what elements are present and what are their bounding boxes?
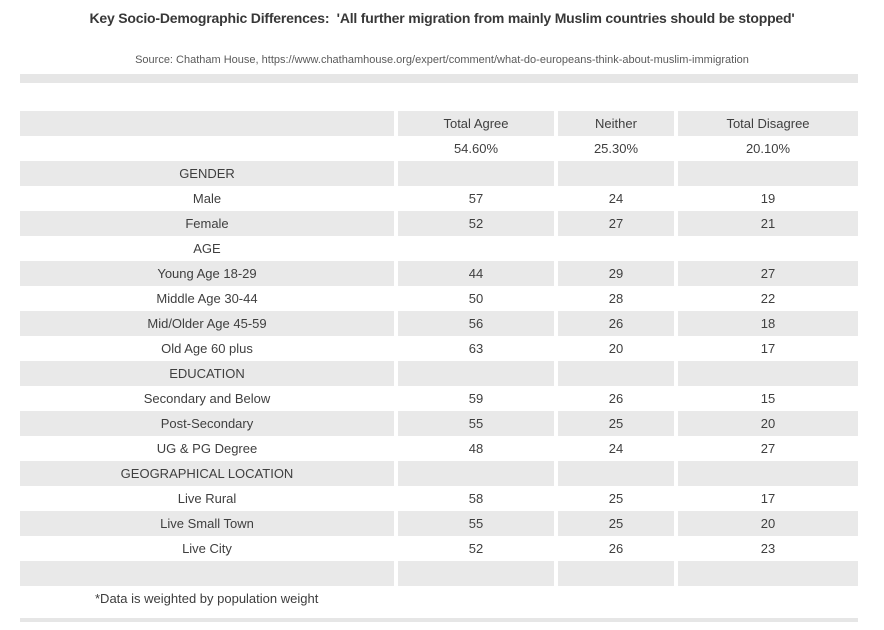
empty-cell [678,161,858,186]
cell-value: 58 [468,491,484,506]
cell-value: 55 [398,511,554,536]
cell-value: 59 [468,391,484,406]
cell-value: 17 [760,491,776,506]
cell-value: 15 [760,391,776,406]
cell-value: 27 [760,441,776,456]
cell-value: 26 [608,391,624,406]
corner-cell [20,111,394,136]
empty-cell [558,236,674,261]
cell-value: 24 [608,441,624,456]
row-label: Live Rural [177,491,237,506]
row-label: Female [20,211,394,236]
cell-value: 27 [678,261,858,286]
cell-value: 44 [398,261,554,286]
row-label: Live City [182,541,232,556]
source-line: Source: Chatham House, https://www.chath… [135,54,749,66]
empty-cell [398,561,554,586]
cell-value: 52 [398,211,554,236]
cell-value: 24 [608,191,624,206]
empty-cell [558,461,674,486]
section-label: AGE [193,241,221,256]
cell-value: 18 [678,311,858,336]
cell-value: 28 [608,291,624,306]
empty-row-label [20,561,394,586]
row-label: Mid/Older Age 45-59 [20,311,394,336]
cell-value: 63 [468,341,484,356]
cell-value: 56 [398,311,554,336]
empty-cell [558,161,674,186]
overall-value: 20.10% [745,141,791,156]
empty-cell [398,161,554,186]
cell-value: 19 [760,191,776,206]
section-label: GEOGRAPHICAL LOCATION [20,461,394,486]
cell-value: 22 [760,291,776,306]
column-header: Neither [558,111,674,136]
cell-value: 27 [558,211,674,236]
footnote: *Data is weighted by population weight [95,591,319,606]
row-label: Live Small Town [20,511,394,536]
cell-value: 26 [558,311,674,336]
demographics-table: Total Agree Neither Total Disagree 54.60% 25… [20,111,858,586]
empty-cell [398,461,554,486]
cell-value: 20 [608,341,624,356]
page-title: Key Socio-Demographic Differences: 'All … [89,10,795,26]
column-header: Total Disagree [678,111,858,136]
cell-value: 26 [608,541,624,556]
overall-value: 25.30% [593,141,639,156]
row-label [20,136,394,161]
cell-value: 20 [678,511,858,536]
row-label: Male [192,191,222,206]
empty-cell [558,561,674,586]
row-label: Old Age 60 plus [161,341,253,356]
cell-value: 17 [760,341,776,356]
row-label: Middle Age 30-44 [156,291,258,306]
overall-value: 54.60% [453,141,499,156]
cell-value: 29 [558,261,674,286]
cell-value: 21 [678,211,858,236]
empty-cell [678,461,858,486]
divider-top [20,74,858,83]
section-label: EDUCATION [20,361,394,386]
cell-value: 50 [468,291,484,306]
column-header: Total Agree [398,111,554,136]
row-label: UG & PG Degree [156,441,258,456]
empty-cell [558,361,674,386]
section-label: GENDER [20,161,394,186]
divider-bottom [20,618,858,622]
cell-value: 52 [468,541,484,556]
cell-value: 25 [558,511,674,536]
empty-cell [398,361,554,386]
row-label: Secondary and Below [143,391,271,406]
cell-value: 57 [468,191,484,206]
empty-cell [398,236,554,261]
cell-value: 25 [608,491,624,506]
cell-value: 48 [468,441,484,456]
row-label: Young Age 18-29 [20,261,394,286]
row-label: Post-Secondary [20,411,394,436]
cell-value: 55 [398,411,554,436]
cell-value: 25 [558,411,674,436]
cell-value: 23 [760,541,776,556]
cell-value: 20 [678,411,858,436]
empty-cell [678,561,858,586]
empty-cell [678,236,858,261]
empty-cell [678,361,858,386]
